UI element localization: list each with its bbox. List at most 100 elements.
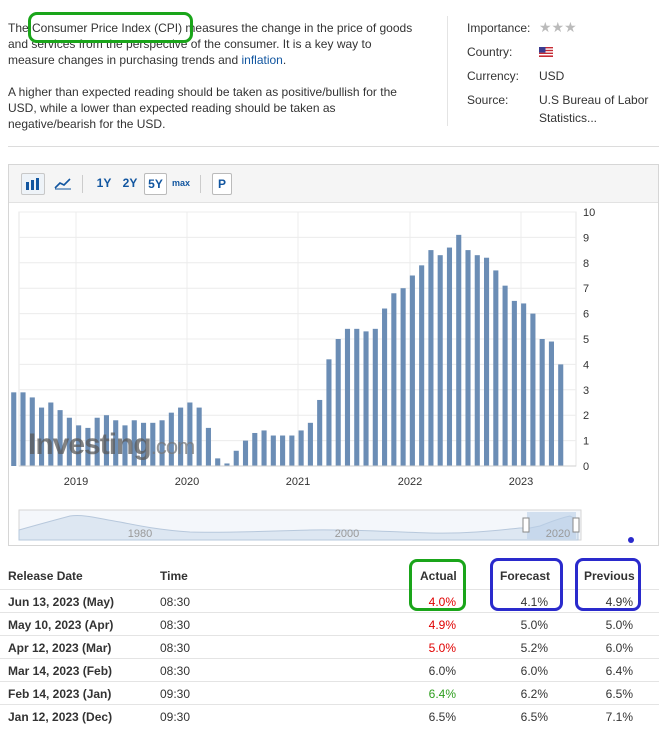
cpi-bar [66,417,72,466]
header-release-date: Release Date [8,569,83,583]
cpi-bar [48,402,54,466]
cpi-bar [530,313,536,466]
previous-cell: 5.0% [605,618,633,632]
p-button[interactable]: P [212,173,232,195]
y-tick-label: 9 [583,232,589,244]
cpi-bar [103,415,109,466]
time-cell: 08:30 [160,618,191,632]
country-label: Country: [467,45,513,59]
actual-cell: 5.0% [428,641,456,655]
us-flag-icon [539,46,553,60]
cpi-bar [326,359,332,466]
cpi-bar [317,399,323,466]
range-max-button[interactable]: max [171,178,190,188]
cpi-bar [307,422,313,466]
table-row: May 10, 2023 (Apr) 08:30 4.9% 5.0% 5.0% [0,612,659,635]
cpi-bar [298,430,304,466]
navigator-label-2020: 2020 [546,528,570,540]
range-1y-button[interactable]: 1Y [96,176,112,190]
navigator-right-handle[interactable] [572,517,580,533]
y-tick-label: 0 [583,461,589,473]
y-tick-label: 3 [583,385,589,397]
y-tick-label: 4 [583,359,589,371]
cpi-bar [354,328,360,466]
release-date-cell: Jan 12, 2023 (Dec) [8,710,113,724]
cpi-bar [539,339,545,466]
cpi-bar [215,458,221,466]
table-row: Jan 12, 2023 (Dec) 09:30 6.5% 6.5% 7.1% [0,704,659,727]
header-previous: Previous [584,569,635,583]
description-paragraph-2: A higher than expected reading should be… [8,85,397,131]
forecast-cell: 5.0% [520,618,548,632]
release-date-cell: Apr 12, 2023 (Mar) [8,641,112,655]
importance-star-icons: ★★★ [539,19,577,35]
previous-cell: 6.5% [605,687,633,701]
cpi-bar [252,432,258,466]
cpi-bar [140,422,147,466]
cpi-bar [131,420,137,466]
cpi-bar [289,435,295,466]
previous-cell: 7.1% [605,710,633,724]
cpi-bar [382,308,388,466]
header-time: Time [160,569,188,583]
cpi-bar [446,247,453,466]
cpi-bar [409,275,415,466]
header-actual: Actual [420,569,457,583]
annotation-dot [628,537,634,543]
forecast-cell: 4.1% [520,595,548,609]
currency-value: USD [539,69,565,83]
range-5y-button[interactable]: 5Y [144,173,167,195]
y-tick-label: 8 [583,258,589,270]
cpi-bar [224,463,230,466]
cpi-bar [493,270,499,466]
cpi-bar [168,412,174,466]
cpi-bar [363,331,369,466]
release-date-cell: Feb 14, 2023 (Jan) [8,687,112,701]
cpi-bar [85,427,91,466]
section-divider [8,146,659,147]
toolbar-separator [200,175,201,193]
previous-cell: 6.4% [605,664,633,678]
release-date-cell: Jun 13, 2023 (May) [8,595,115,609]
line-chart-icon[interactable] [51,173,75,195]
time-cell: 09:30 [160,710,191,724]
cpi-bar [57,410,63,466]
cpi-bar [159,420,165,466]
importance-stars: ★★★ [539,19,578,35]
source-label: Source: [467,93,509,107]
cpi-bar [11,392,17,466]
cpi-bar [548,341,554,466]
toolbar-separator [82,175,83,193]
cpi-bar [20,392,26,466]
x-tick-label: 2022 [398,476,422,488]
release-date-cell: Mar 14, 2023 (Feb) [8,664,113,678]
cpi-bar [344,328,351,466]
cpi-bar [178,407,184,466]
source-link-line2[interactable]: Statistics... [539,111,598,125]
bar-chart-icon[interactable] [21,173,45,195]
cpi-bar [242,440,249,466]
x-tick-label: 2023 [509,476,533,488]
cpi-bar [196,407,202,466]
cpi-highlight-annotation [28,12,193,43]
cpi-bar [233,450,239,466]
source-link[interactable]: U.S Bureau of Labor [539,93,649,107]
inflation-link[interactable]: inflation [241,53,283,67]
actual-cell: 6.0% [428,664,456,678]
cpi-bar [205,427,211,466]
cpi-bar [113,420,119,466]
cpi-bar [280,435,286,466]
table-row: Apr 12, 2023 (Mar) 08:30 5.0% 5.2% 6.0% [0,635,659,658]
actual-cell: 4.0% [428,595,456,609]
range-2y-button[interactable]: 2Y [122,176,138,190]
y-tick-label: 10 [583,207,595,219]
time-cell: 08:30 [160,664,191,678]
cpi-bar [39,407,45,466]
cpi-bar [502,285,508,466]
y-tick-label: 2 [583,410,589,422]
cpi-bar [474,255,480,466]
navigator-left-handle[interactable] [522,517,530,533]
cpi-bar [456,234,462,466]
forecast-cell: 6.5% [520,710,548,724]
